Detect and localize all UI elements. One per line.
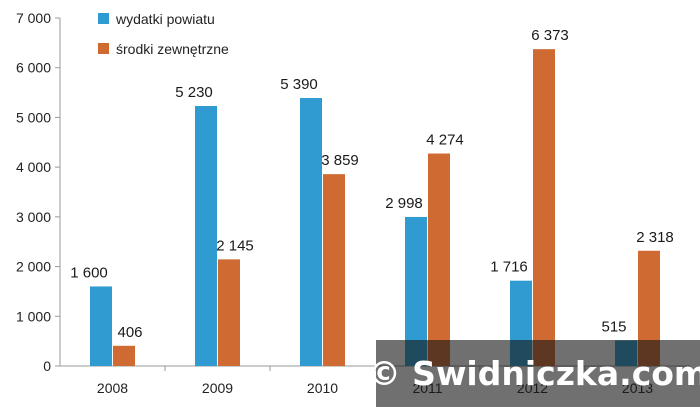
y-tick-label: 0 (43, 358, 51, 374)
bar-0 (195, 105, 217, 366)
bar-1 (428, 153, 450, 366)
data-label: 6 373 (531, 27, 569, 44)
data-label: 2 998 (385, 195, 423, 212)
legend-swatch (98, 13, 109, 24)
bar-1 (218, 259, 240, 366)
y-tick-label: 1 000 (16, 308, 51, 324)
y-tick-label: 7 000 (16, 10, 51, 26)
y-tick-label: 6 000 (16, 60, 51, 76)
data-label: 4 274 (426, 132, 464, 149)
data-label: 5 230 (175, 84, 213, 101)
y-tick-label: 2 000 (16, 259, 51, 275)
y-tick-label: 3 000 (16, 209, 51, 225)
bar-1 (113, 345, 135, 366)
data-label: 2 145 (216, 237, 254, 254)
x-tick-label: 2009 (202, 380, 233, 396)
data-label: 3 859 (321, 152, 359, 169)
x-tick-label: 2010 (307, 380, 338, 396)
data-label: 1 716 (490, 259, 528, 276)
y-tick-label: 5 000 (16, 109, 51, 125)
data-label: 406 (117, 324, 142, 341)
legend-label: wydatki powiatu (115, 11, 215, 27)
bar-1 (638, 250, 660, 366)
y-tick-label: 4 000 (16, 159, 51, 175)
bar-0 (405, 216, 427, 366)
legend-swatch (98, 43, 109, 54)
data-label: 1 600 (70, 264, 108, 281)
x-tick-label: 2008 (97, 380, 128, 396)
watermark: © Swidniczka.com (368, 340, 700, 407)
bar-0 (90, 286, 112, 366)
data-label: 515 (601, 318, 626, 335)
bar-1 (323, 174, 345, 366)
bar-1 (533, 49, 555, 366)
data-label: 2 318 (636, 229, 674, 246)
legend-label: środki zewnętrzne (116, 41, 229, 57)
bar-0 (300, 98, 322, 366)
data-label: 5 390 (280, 76, 318, 93)
